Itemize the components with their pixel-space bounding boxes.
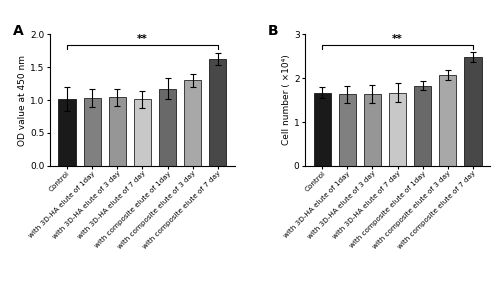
Y-axis label: Cell number ( ×10⁴): Cell number ( ×10⁴) (282, 55, 291, 146)
Bar (314, 93, 330, 166)
Bar (440, 75, 456, 166)
Bar (134, 100, 151, 166)
Bar (389, 93, 406, 166)
Bar (108, 98, 126, 166)
Text: A: A (13, 24, 24, 38)
Text: **: ** (392, 34, 403, 44)
Bar (84, 98, 100, 166)
Bar (159, 89, 176, 166)
Y-axis label: OD value at 450 nm: OD value at 450 nm (18, 55, 28, 146)
Bar (414, 86, 432, 166)
Bar (58, 99, 76, 166)
Text: B: B (268, 24, 279, 38)
Bar (364, 94, 381, 166)
Bar (338, 94, 356, 166)
Bar (210, 59, 226, 166)
Text: **: ** (137, 33, 148, 43)
Bar (464, 57, 481, 166)
Bar (184, 80, 202, 166)
